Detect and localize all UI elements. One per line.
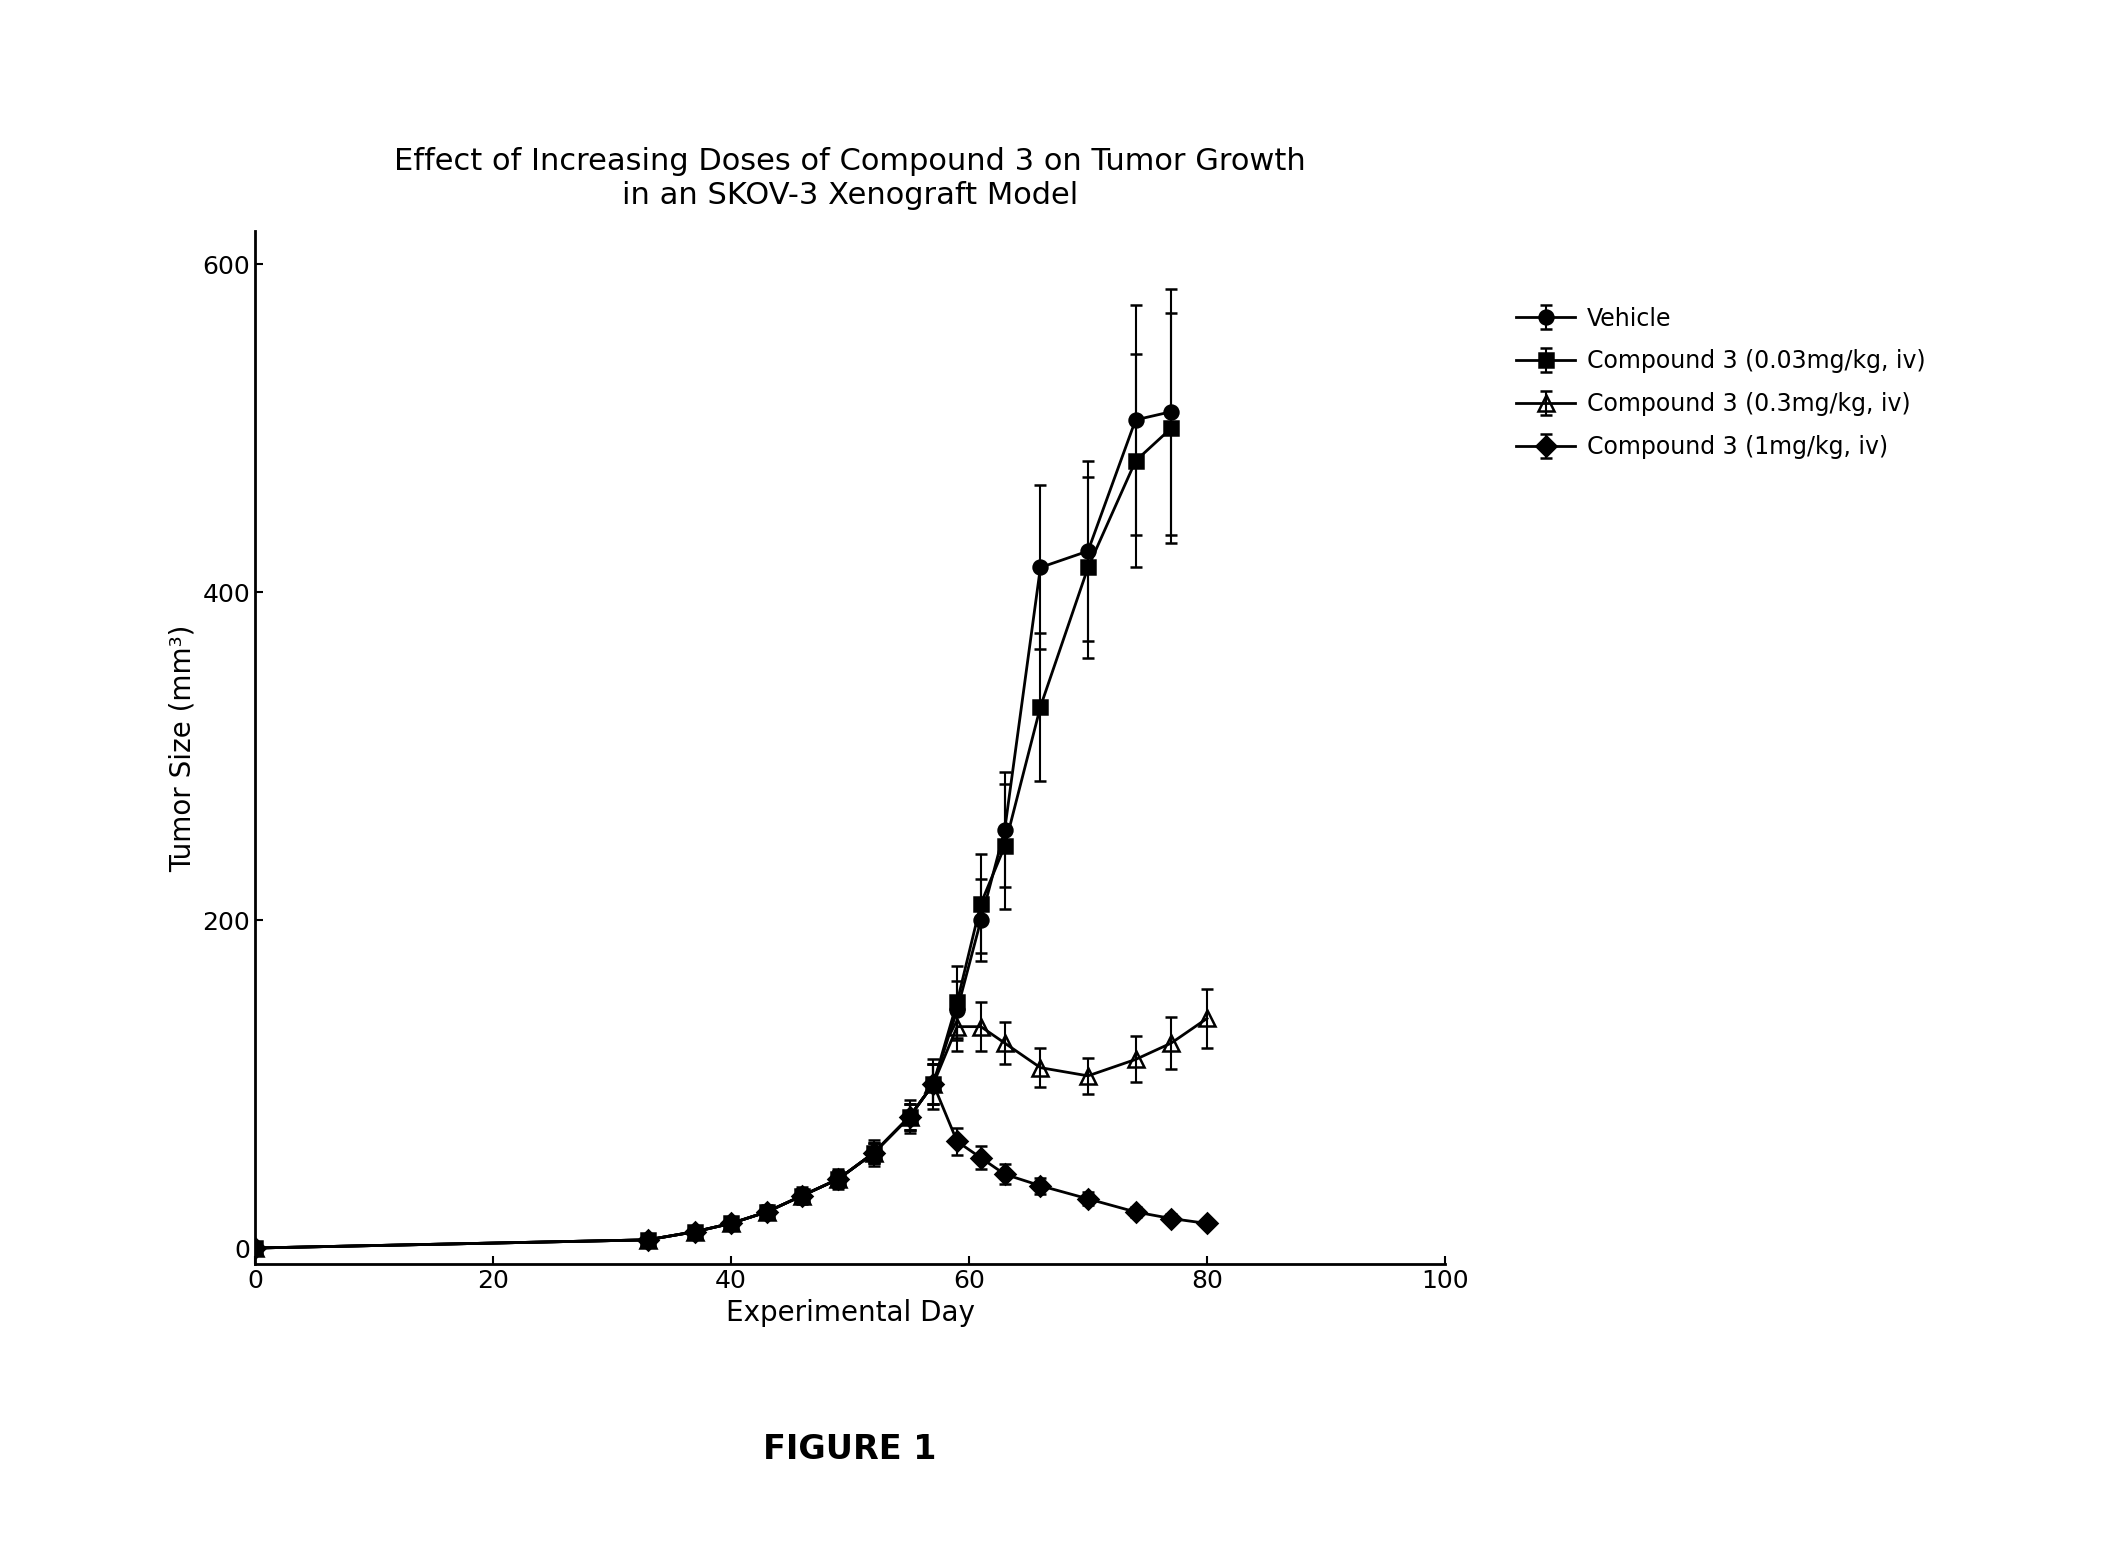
- Title: Effect of Increasing Doses of Compound 3 on Tumor Growth
in an SKOV-3 Xenograft : Effect of Increasing Doses of Compound 3…: [393, 146, 1307, 210]
- Y-axis label: Tumor Size (mm³): Tumor Size (mm³): [168, 625, 198, 871]
- X-axis label: Experimental Day: Experimental Day: [725, 1298, 975, 1326]
- Text: FIGURE 1: FIGURE 1: [763, 1433, 937, 1466]
- Legend: Vehicle, Compound 3 (0.03mg/kg, iv), Compound 3 (0.3mg/kg, iv), Compound 3 (1mg/: Vehicle, Compound 3 (0.03mg/kg, iv), Com…: [1504, 295, 1938, 470]
